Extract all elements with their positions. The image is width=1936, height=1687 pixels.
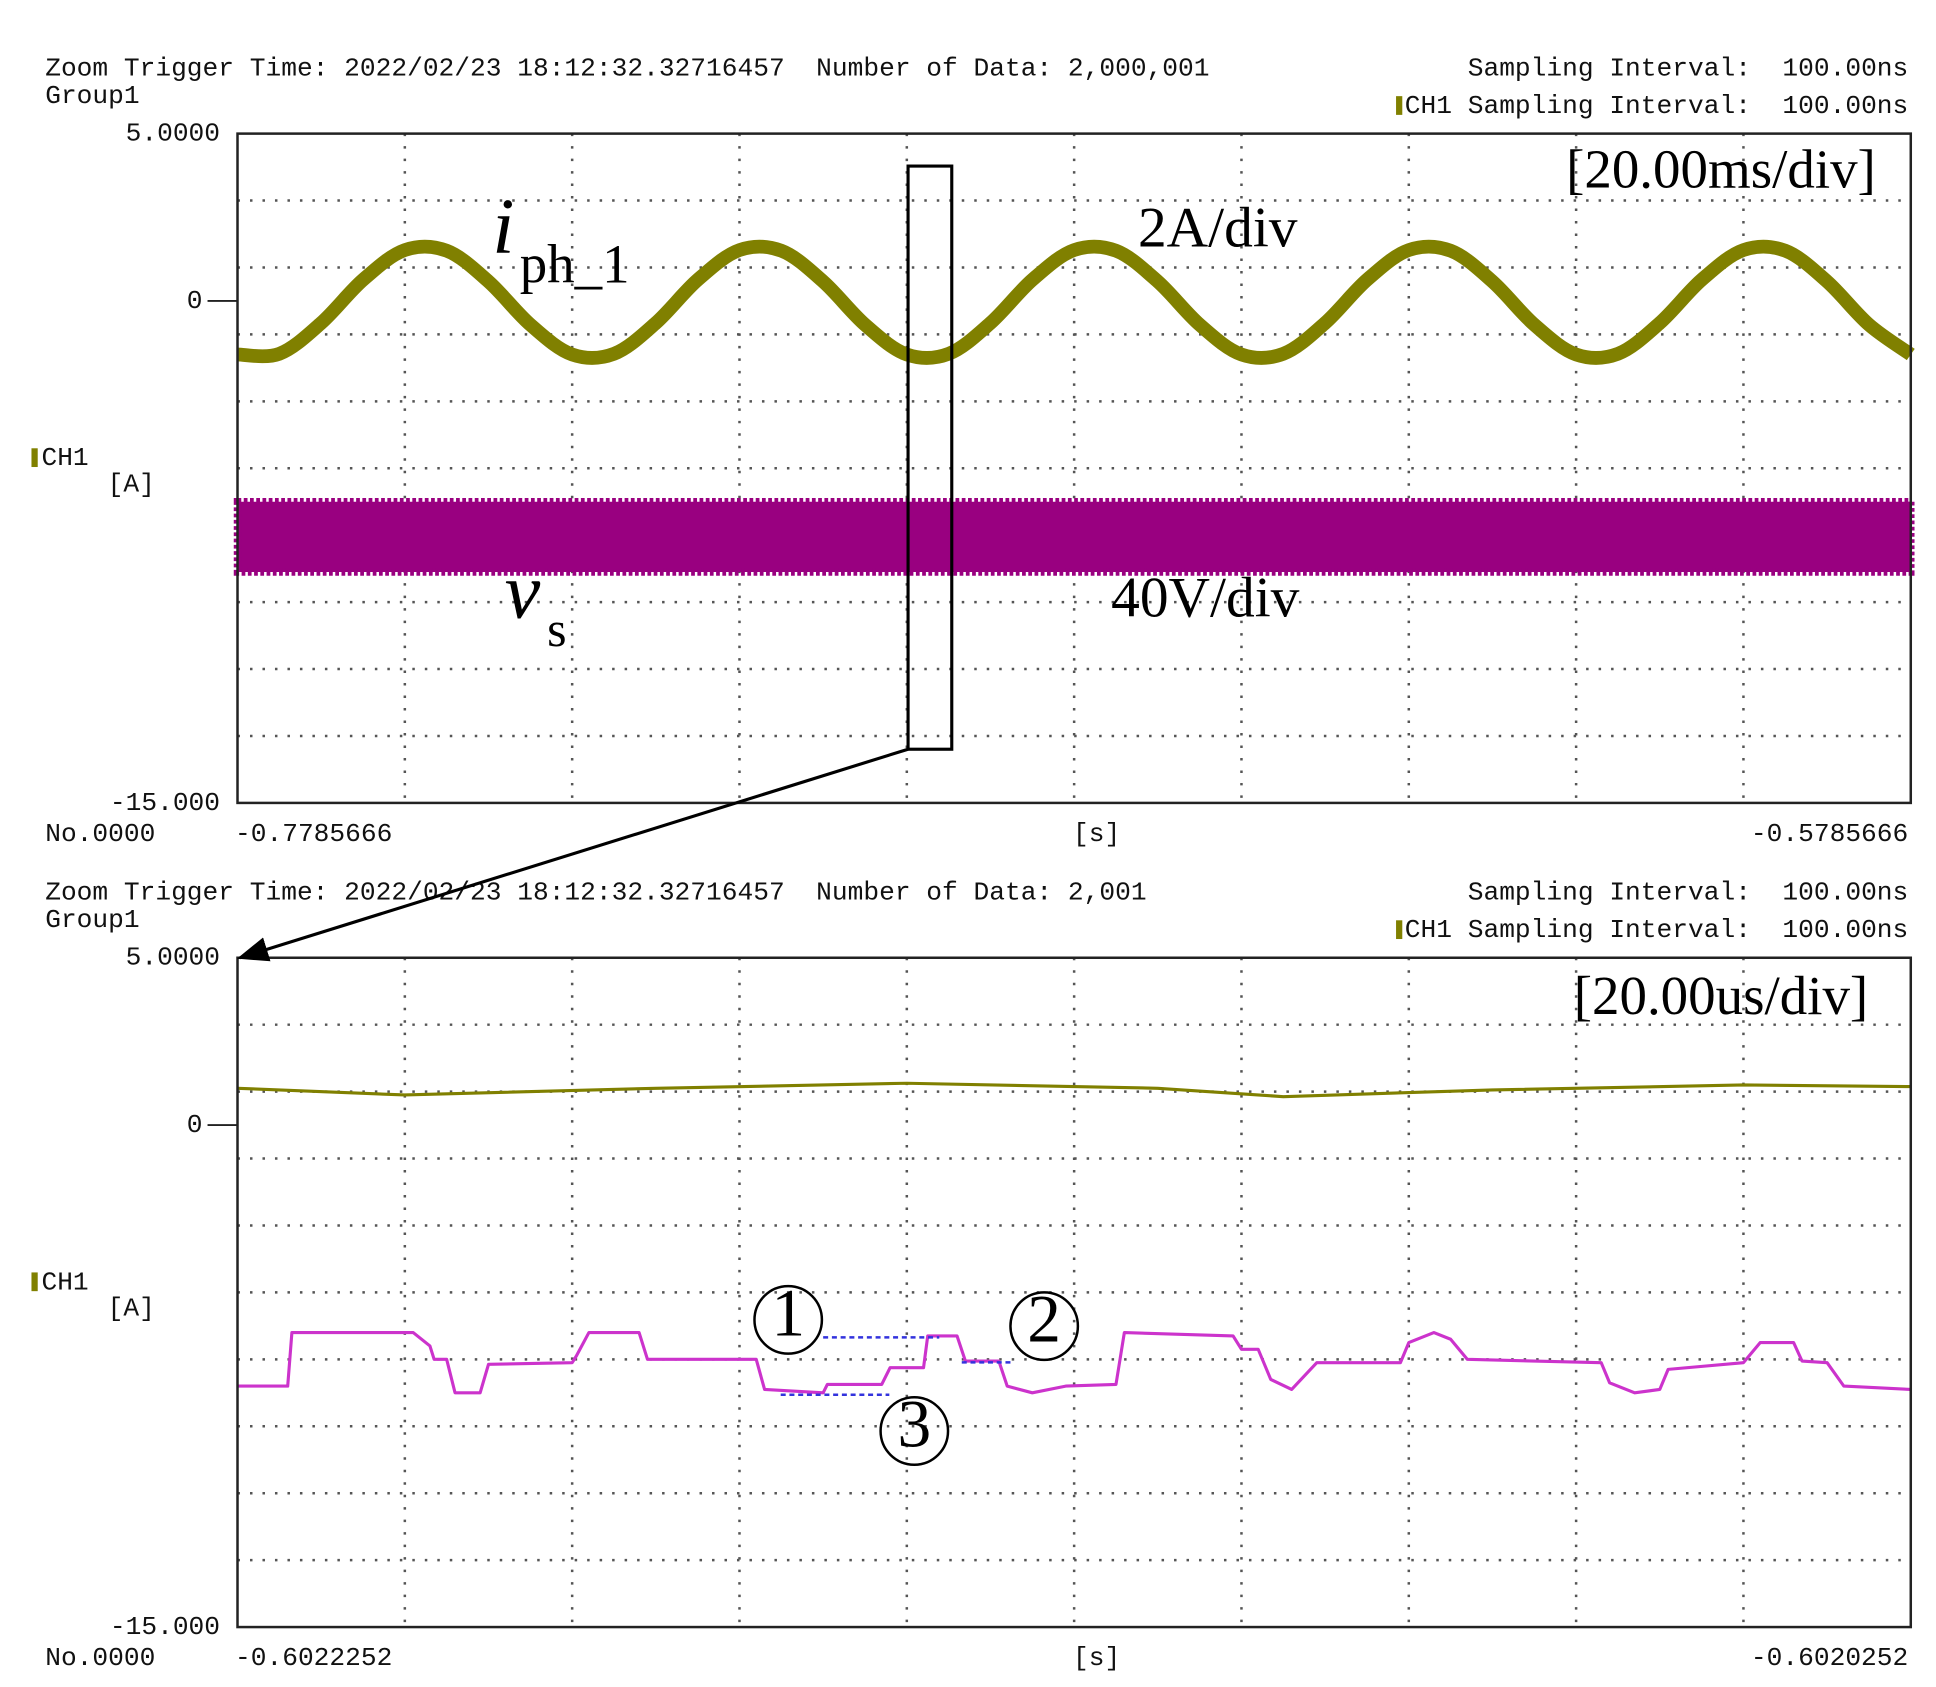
y-tick-label: -15.000 [110, 788, 220, 818]
record-label: No.0000 [45, 819, 155, 849]
annotation: v [505, 548, 541, 636]
unit-label: [A] [108, 1294, 155, 1324]
group-label: Group1 [45, 81, 139, 111]
x-tick-label: -0.7785666 [235, 819, 392, 849]
annotation: [20.00ms/div] [1566, 138, 1876, 199]
channel-sampling: CH1 Sampling Interval: 100.00ns [1405, 91, 1908, 121]
trace [237, 1331, 1911, 1395]
charts: Zoom Trigger Time: 2022/02/23 18:12:32.3… [31, 54, 1915, 1673]
annotation: 2A/div [1138, 197, 1298, 260]
zoom-box [906, 164, 954, 751]
annotation: [20.00us/div] [1574, 965, 1869, 1026]
annotation-circle [753, 1284, 824, 1355]
header-title: Zoom Trigger Time: 2022/02/23 18:12:32.3… [45, 54, 1209, 84]
annotation-subscript: s [547, 601, 566, 657]
annotation: 3 [897, 1386, 931, 1461]
x-axis-label: [s] [1073, 819, 1120, 849]
y-tick-label: 0 [187, 286, 203, 316]
zoom-arrow [237, 747, 909, 962]
annotation: 1 [771, 1275, 805, 1350]
x-tick-label: -0.6022252 [235, 1643, 392, 1673]
voltage-band [237, 501, 1911, 573]
annotation-circle [879, 1396, 950, 1466]
group-label: Group1 [45, 905, 139, 935]
sampling-interval: Sampling Interval: 100.00ns [1468, 878, 1909, 908]
annotation: 2 [1027, 1282, 1061, 1357]
x-axis-label: [s] [1073, 1643, 1120, 1673]
header-title: Zoom Trigger Time: 2022/02/23 18:12:32.3… [45, 878, 1146, 908]
channel-marker [1396, 920, 1403, 940]
y-tick-label: 5.0000 [126, 943, 220, 973]
channel-marker [31, 1272, 38, 1292]
x-tick-label: -0.5785666 [1751, 819, 1908, 849]
trace [237, 239, 1915, 365]
annotation: 40V/div [1111, 566, 1300, 629]
plot-frame [236, 132, 1913, 805]
y-tick-label: 0 [187, 1110, 203, 1140]
unit-label: [A] [108, 469, 155, 499]
annotation-subscript: ph_1 [520, 233, 630, 294]
chart: Zoom Trigger Time: 2022/02/23 18:12:32.3… [31, 54, 1915, 849]
trace [237, 1081, 1911, 1099]
channel-label: CH1 [41, 1267, 88, 1297]
y-tick-label: 5.0000 [126, 119, 220, 149]
channel-marker [31, 448, 38, 468]
x-tick-label: -0.6020252 [1751, 1643, 1908, 1673]
channel-label: CH1 [41, 443, 88, 473]
y-tick-label: -15.000 [110, 1612, 220, 1642]
record-label: No.0000 [45, 1643, 155, 1673]
chart: Zoom Trigger Time: 2022/02/23 18:12:32.3… [31, 878, 1913, 1673]
channel-marker [1396, 96, 1403, 115]
sampling-interval: Sampling Interval: 100.00ns [1468, 54, 1909, 84]
annotation-circle [1009, 1291, 1080, 1362]
annotation: i [492, 183, 514, 271]
level-lines [780, 1336, 1012, 1397]
plot-frame [236, 956, 1913, 1629]
channel-sampling: CH1 Sampling Interval: 100.00ns [1405, 915, 1908, 945]
